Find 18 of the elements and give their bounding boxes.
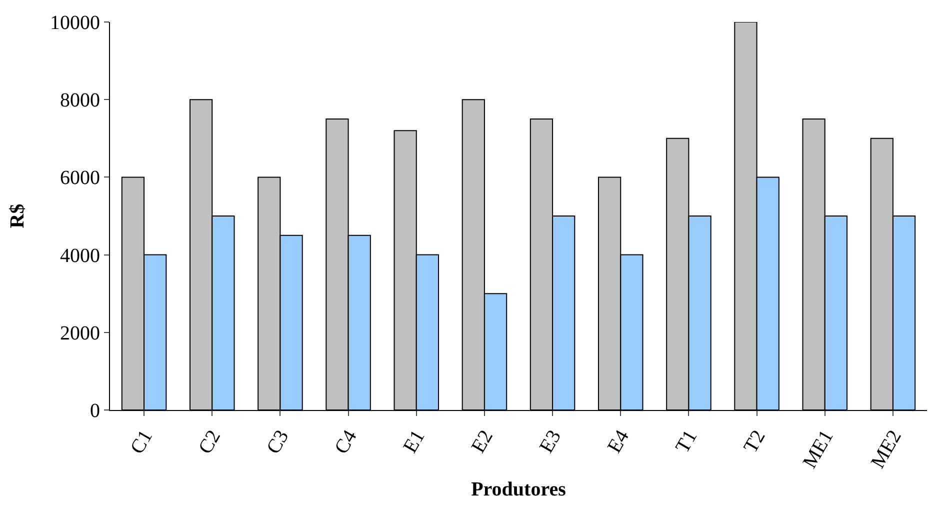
y-tick-label: 10000 [50, 12, 100, 34]
y-tick-label: 6000 [60, 167, 100, 190]
x-tick-label: T2 [740, 426, 770, 457]
x-tick-label: C2 [194, 426, 226, 458]
y-tick-label: 2000 [60, 322, 100, 344]
x-tick-label: E1 [399, 426, 430, 457]
y-axis-title: R$ [6, 204, 28, 228]
x-tick-label: E4 [603, 426, 634, 457]
x-tick-label: E2 [467, 426, 498, 457]
x-tick-label: C4 [330, 426, 362, 458]
y-tick-label: 0 [90, 400, 100, 422]
x-tick-label: E3 [535, 426, 566, 457]
y-tick-label: 8000 [60, 90, 100, 112]
x-tick-label: C3 [262, 426, 294, 458]
x-tick-label: T1 [672, 426, 702, 457]
x-axis-title: Produtores [471, 478, 566, 501]
y-tick-label: 4000 [60, 244, 100, 267]
x-tick-label: C1 [126, 426, 158, 458]
